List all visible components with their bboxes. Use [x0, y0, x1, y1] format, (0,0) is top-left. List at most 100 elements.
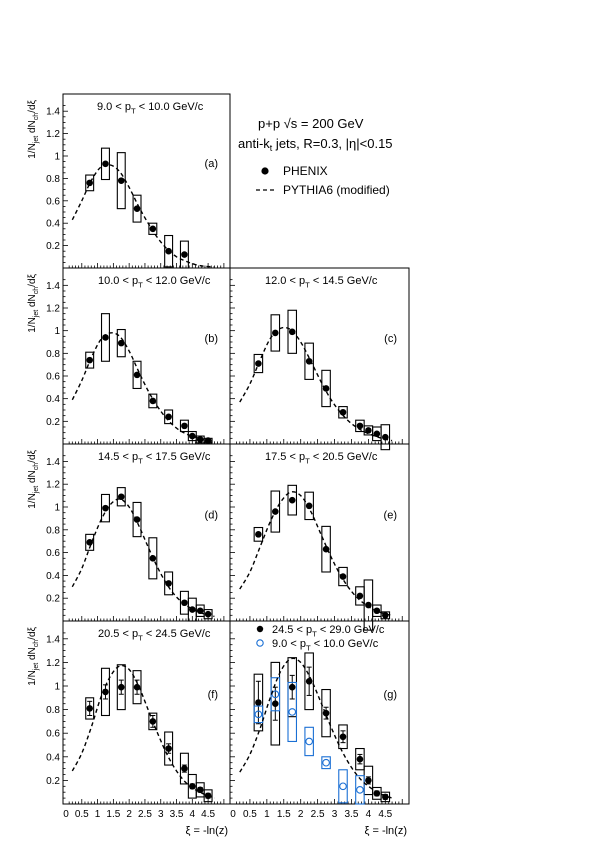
x-tick-label: 2.5 — [138, 809, 152, 820]
series-phenix — [85, 313, 213, 444]
syst-box — [100, 667, 110, 717]
legend-pythia-label: PYTHIA6 (modified) — [283, 183, 390, 197]
syst-box — [100, 493, 110, 523]
data-point — [288, 683, 296, 691]
data-point — [339, 408, 347, 416]
syst-box — [321, 525, 331, 573]
panel-b-frame — [62, 267, 231, 445]
pythia-curve — [71, 498, 215, 618]
x-axis-label: ξ = -ln(z) — [364, 825, 407, 837]
data-point — [196, 436, 204, 443]
panel-c-frame — [229, 267, 410, 445]
data-point — [365, 427, 372, 434]
data-point — [356, 755, 364, 763]
syst-box — [304, 726, 314, 757]
panel-f: 0.2 0.4 0.6 0.8 1 1.2 1.4 0 0.5 1 1.5 2 2.5 3 3.5 4 4.5 1… — [27, 620, 231, 837]
x-tick-label: 3.5 — [345, 809, 359, 820]
syst-box — [355, 775, 365, 805]
y-tick-label: 0.6 — [46, 729, 60, 740]
syst-box — [304, 491, 314, 521]
syst-box — [321, 369, 331, 408]
legend-entry-label: 24.5 < pT​ < 29.0 GeV/c — [272, 624, 385, 638]
syst-box — [148, 222, 158, 235]
data-point — [196, 607, 204, 615]
syst-box — [287, 484, 298, 516]
x-tick-label: 4 — [190, 809, 196, 820]
syst-box — [85, 697, 95, 720]
syst-box — [100, 313, 110, 362]
panel-g: 0 0.5 1 1.5 2 2.5 3 3.5 4 4.5 ξ = -ln(z) (g) 24.5 < … — [229, 620, 410, 837]
y-tick-label: 0.6 — [46, 372, 60, 383]
data-point — [165, 745, 172, 752]
panel-a-title: 9.0 < pT​ < 10.0 GeV/c — [97, 101, 204, 115]
data-point — [189, 783, 196, 790]
y-tick-label: 1 — [54, 152, 60, 163]
x-tick-label: 2.5 — [311, 809, 325, 820]
data-point-open — [339, 782, 347, 791]
y-tick-label: 1.2 — [46, 129, 60, 140]
x-axis-label: ξ = -ln(z) — [185, 825, 228, 837]
syst-box — [179, 752, 189, 785]
syst-box — [304, 342, 314, 380]
data-point — [86, 705, 93, 712]
syst-box — [321, 688, 331, 738]
y-tick-label: 0.2 — [46, 417, 60, 428]
syst-box — [85, 533, 95, 551]
data-point — [204, 610, 212, 618]
panel-e-title: 17.5 < pT​ < 20.5 GeV/c — [265, 451, 378, 465]
y-tick-label: 0.4 — [46, 219, 60, 230]
x-tick-label: 1 — [95, 809, 101, 820]
panel-e: 17.5 < pT​ < 20.5 GeV/c (e) — [229, 443, 410, 631]
syst-box — [253, 526, 264, 542]
syst-box — [116, 328, 126, 358]
data-point — [181, 422, 188, 430]
syst-box — [148, 537, 158, 580]
syst-box — [148, 393, 158, 409]
panel-c-title: 12.0 < pT​ < 14.5 GeV/c — [265, 275, 378, 289]
panel-g-tag: (g) — [384, 689, 397, 701]
series-phenix — [253, 484, 391, 631]
data-point-open — [254, 710, 263, 719]
series-phenix — [85, 147, 189, 269]
panel-c: 12.0 < pT​ < 14.5 GeV/c (c) — [229, 267, 410, 451]
data-point — [255, 531, 262, 538]
y-tick-label: 0.4 — [46, 394, 60, 405]
data-point — [86, 539, 93, 546]
y-axis-label: 1/Njet​ dNch​/dξ — [27, 273, 40, 332]
y-tick-label: 1.2 — [46, 480, 60, 491]
data-point — [255, 699, 262, 706]
panel-d: 0.2 0.4 0.6 0.8 1 1.2 1.4 1/Njet​ dNch​/dξ 14.5 … — [27, 443, 231, 622]
panel-f-tag: (f) — [208, 689, 218, 701]
syst-box — [164, 409, 174, 425]
y-tick-label: 0.2 — [46, 594, 60, 605]
data-point — [339, 733, 347, 741]
y-tick-label: 0.4 — [46, 571, 60, 582]
x-tick-label: 0.5 — [243, 809, 257, 820]
syst-box — [100, 147, 110, 181]
pythia-curve — [71, 664, 215, 799]
syst-box — [253, 353, 264, 374]
syst-box — [148, 712, 158, 731]
data-point — [196, 786, 204, 794]
panel-f-title: 20.5 < pT​ < 24.5 GeV/c — [98, 628, 211, 642]
syst-box — [287, 681, 298, 743]
y-tick-label: 0.8 — [46, 349, 60, 360]
data-point — [356, 422, 364, 430]
x-tick-label: 4.5 — [378, 809, 392, 820]
data-point — [102, 160, 109, 168]
syst-box — [203, 789, 213, 803]
y-tick-label: 0.2 — [46, 776, 60, 787]
series-phenix — [253, 652, 391, 803]
legend-phenix-label: PHENIX — [283, 164, 328, 178]
y-tick-label: 1 — [54, 503, 60, 514]
data-point-open — [305, 737, 314, 746]
syst-box — [253, 705, 264, 724]
syst-box — [338, 724, 348, 750]
data-point-open — [288, 708, 297, 716]
y-tick-label: 1.4 — [46, 457, 60, 468]
x-tick-label: 2 — [298, 809, 304, 820]
x-tick-label: 1.5 — [106, 809, 120, 820]
panel-a: 0.2 0.4 0.6 0.8 1 1.2 1.4 1/Njet​ dNch​/dξ 9.0 <… — [27, 93, 231, 269]
y-tick-label: 0.6 — [46, 196, 60, 207]
y-tick-label: 0.8 — [46, 705, 60, 716]
